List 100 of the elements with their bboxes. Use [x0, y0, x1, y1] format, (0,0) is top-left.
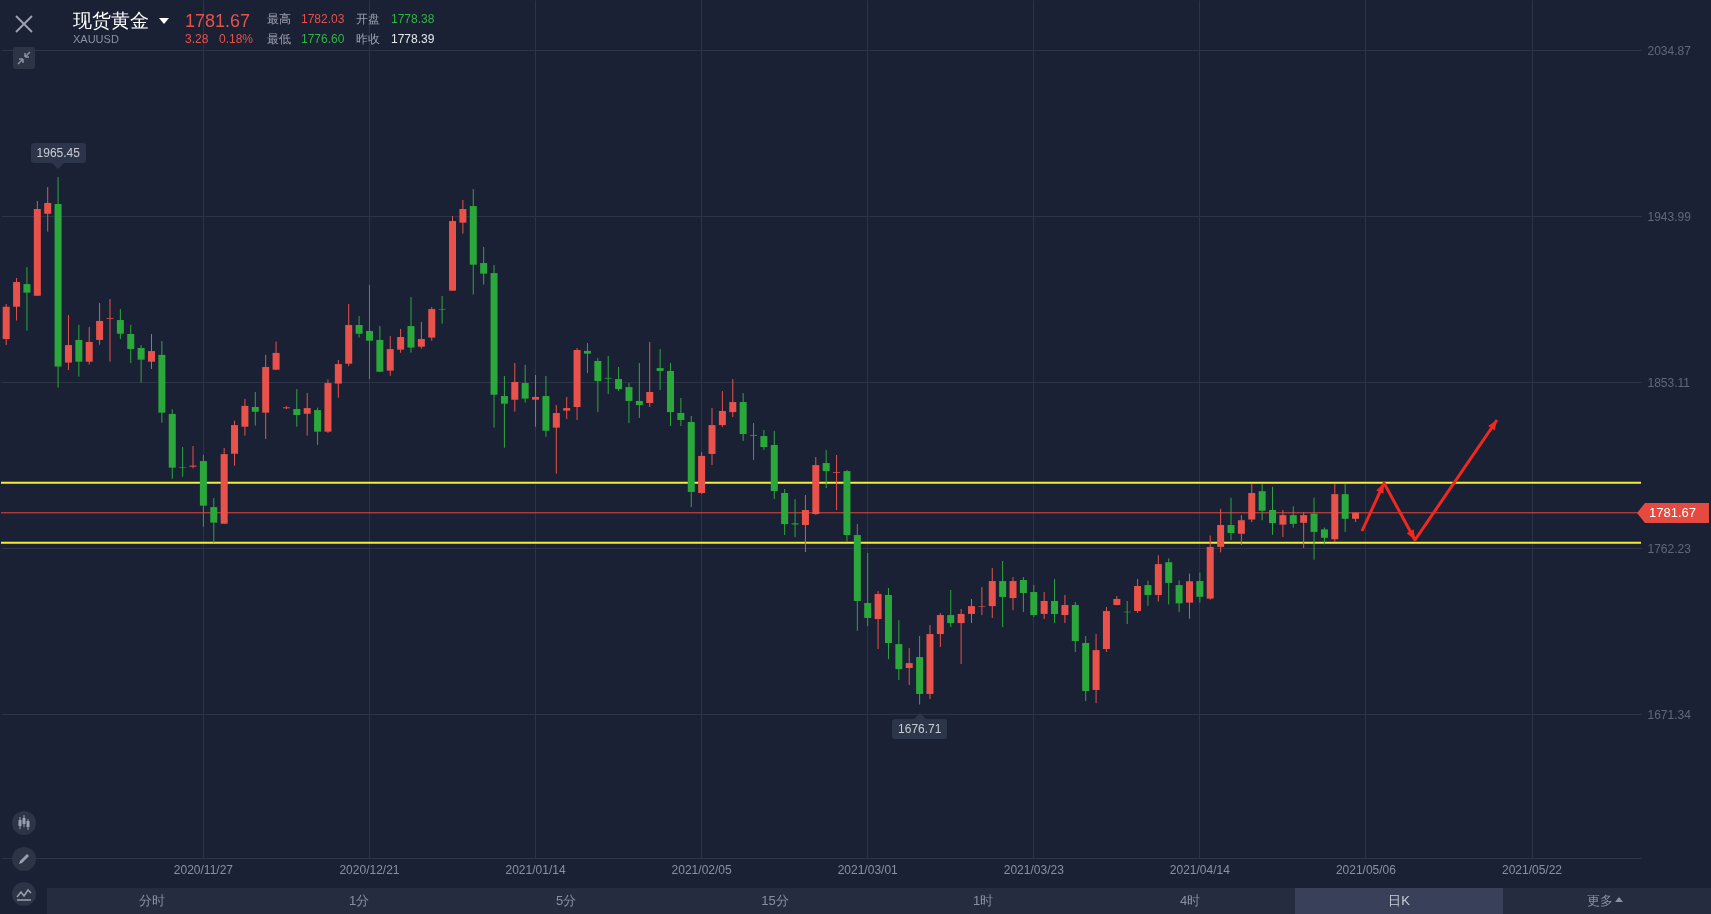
- text: 更多: [1587, 893, 1613, 908]
- candlestick: [106, 298, 114, 363]
- candlestick: [355, 315, 363, 339]
- candlestick: [1144, 580, 1152, 607]
- candlestick: [511, 362, 519, 413]
- candlestick: [459, 199, 467, 235]
- x-tick-label: 2021/03/01: [837, 862, 899, 877]
- x-tick-label: 2021/05/06: [1335, 862, 1397, 877]
- candlestick: [532, 374, 540, 428]
- candlestick: [760, 429, 768, 451]
- candlestick: [303, 392, 311, 437]
- candlestick: [334, 359, 342, 399]
- candlestick: [1310, 497, 1318, 561]
- y-tick-label: 1853.11: [1647, 375, 1691, 390]
- candlestick: [594, 357, 602, 413]
- x-tick-label: 2021/04/14: [1169, 862, 1231, 877]
- candlestick: [23, 266, 31, 332]
- candlestick: [1051, 578, 1059, 624]
- candlestick: [293, 388, 301, 428]
- candlestick: [625, 382, 633, 424]
- candlestick: [179, 446, 187, 478]
- text: 分时: [139, 893, 165, 908]
- candlestick: [64, 314, 72, 371]
- text: 4时: [1179, 893, 1201, 908]
- candlestick: [407, 296, 415, 354]
- candlestick: [1237, 514, 1245, 546]
- candlestick: [957, 608, 965, 665]
- candlestick: [677, 397, 685, 427]
- candlestick: [583, 342, 591, 374]
- candlestick: [1227, 497, 1235, 541]
- candlestick: [905, 647, 913, 686]
- text: 日K: [1388, 893, 1410, 908]
- candlestick: [137, 344, 145, 384]
- candlestick: [1258, 483, 1266, 521]
- annotation: 1965.45: [30, 143, 86, 164]
- candlestick: [85, 326, 93, 366]
- candlestick: [148, 333, 156, 370]
- annotation: 1676.71: [892, 718, 948, 739]
- candlestick: [1040, 591, 1048, 620]
- candlestick: [127, 324, 135, 364]
- candlestick: [44, 186, 52, 233]
- candlestick: [833, 454, 841, 511]
- y-tick-label: 1762.23: [1647, 541, 1692, 556]
- annotation: 1776.60: [301, 32, 345, 46]
- candlestick: [397, 328, 405, 354]
- candlestick: [75, 324, 83, 378]
- text: 5分: [555, 893, 577, 908]
- x-tick-label: 2020/12/21: [339, 862, 400, 877]
- annotation: 最低: [267, 32, 291, 46]
- candlestick: [314, 407, 322, 446]
- candlestick: [656, 348, 664, 391]
- x-tick-label: 2021/02/05: [671, 862, 732, 877]
- candlestick: [1019, 576, 1027, 613]
- candlestick: [521, 364, 529, 404]
- x-tick-label: 2021/01/14: [505, 862, 566, 877]
- y-tick-label: 1671.34: [1647, 707, 1692, 722]
- candlestick: [822, 449, 830, 489]
- candlestick: [96, 302, 104, 346]
- x-tick-label: 2020/11/27: [173, 862, 234, 877]
- candlestick: [1175, 579, 1183, 613]
- text: 1分: [348, 893, 370, 908]
- candlestick: [1185, 573, 1193, 620]
- candlestick: [563, 396, 571, 420]
- candlestick: [999, 560, 1007, 628]
- annotation: 1778.39: [391, 32, 435, 46]
- x-tick-label: 2021/03/23: [1003, 862, 1065, 877]
- candlestick: [1289, 505, 1297, 529]
- y-tick-label: 2034.87: [1647, 43, 1692, 58]
- candlestick: [978, 586, 986, 616]
- candlestick: [604, 355, 612, 395]
- candlestick: [500, 375, 508, 449]
- candlestick: [635, 362, 643, 419]
- candlestick: [386, 335, 394, 377]
- text: XAUUSD: [73, 33, 119, 45]
- candlestick: [1009, 576, 1017, 611]
- annotation: 昨收: [356, 32, 380, 46]
- candlestick: [251, 391, 259, 427]
- candlestick: [210, 497, 218, 544]
- annotation: 最高: [267, 12, 291, 26]
- candlestick: [947, 589, 955, 628]
- y-tick-label: 1943.99: [1647, 209, 1692, 224]
- candlestick: [438, 295, 446, 325]
- candlestick: [718, 390, 726, 428]
- candlestick: [936, 612, 944, 648]
- annotation: 1778.38: [391, 12, 435, 26]
- candlestick: [1061, 594, 1069, 624]
- candlestick: [1030, 584, 1038, 618]
- candlestick: [646, 341, 654, 408]
- candlestick: [365, 284, 373, 380]
- annotation: 开盘: [356, 12, 380, 26]
- text: 现货黄金: [73, 9, 149, 31]
- text: 15分: [761, 893, 789, 908]
- candlestick: [480, 246, 488, 286]
- candlestick: [750, 422, 758, 461]
- ref-line-label: 1781.67: [1649, 504, 1696, 520]
- candlestick: [729, 378, 737, 418]
- annotation: 3.28: [185, 32, 209, 46]
- text: 1时: [972, 893, 994, 908]
- annotation: 1781.67: [185, 11, 251, 31]
- x-tick-label: 2021/05/22: [1501, 862, 1563, 877]
